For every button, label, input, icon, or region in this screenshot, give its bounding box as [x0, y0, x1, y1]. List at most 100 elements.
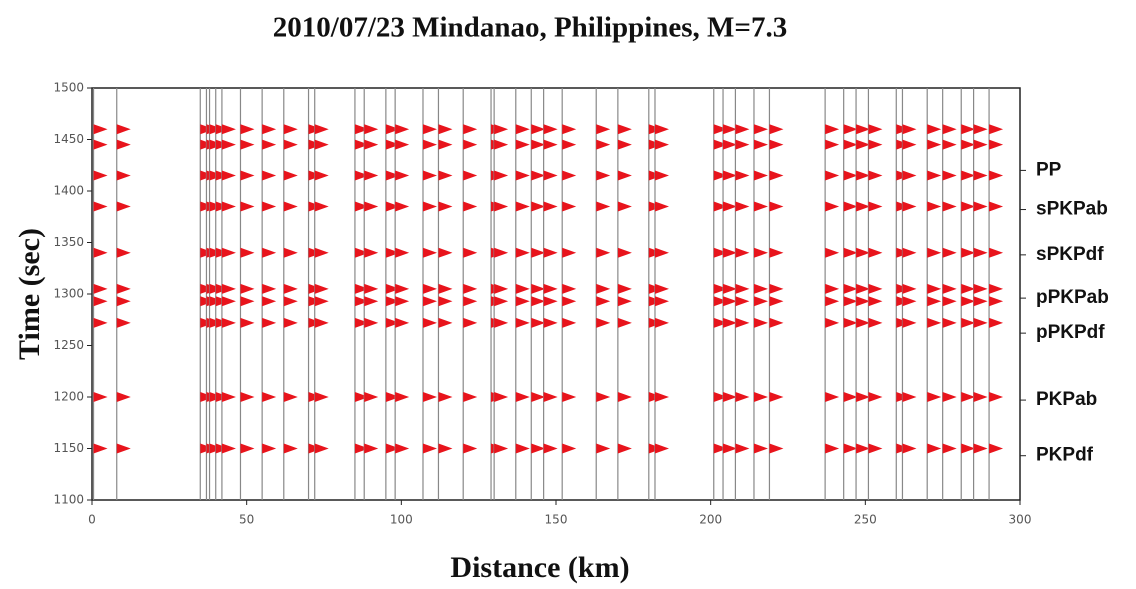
arrival-pulse — [283, 124, 298, 135]
arrival-pulse — [385, 247, 400, 258]
arrival-pulse — [543, 247, 558, 258]
arrival-pulse — [856, 296, 871, 307]
arrival-pulse — [422, 247, 437, 258]
arrival-pulse — [354, 170, 369, 181]
arrival-pulse — [531, 170, 546, 181]
arrival-pulse — [961, 139, 976, 150]
arrival-pulse — [735, 296, 750, 307]
x-tick-label: 200 — [699, 513, 722, 527]
arrival-pulse — [973, 124, 988, 135]
arrival-pulse — [364, 247, 379, 258]
arrival-pulse — [515, 124, 530, 135]
arrival-pulse — [856, 443, 871, 454]
arrival-pulse — [989, 283, 1004, 294]
arrival-pulse — [422, 443, 437, 454]
arrival-pulse — [438, 317, 453, 328]
arrival-pulse — [723, 247, 738, 258]
y-tick-label: 1350 — [53, 235, 84, 249]
arrival-pulse — [942, 170, 957, 181]
arrival-pulse — [989, 170, 1004, 181]
arrival-pulse — [93, 201, 108, 212]
arrival-pulse — [843, 139, 858, 150]
arrival-pulse — [354, 124, 369, 135]
arrival-pulse — [385, 283, 400, 294]
arrival-pulse — [422, 296, 437, 307]
arrival-pulse — [723, 283, 738, 294]
arrival-pulse — [364, 139, 379, 150]
arrival-pulse — [463, 283, 478, 294]
arrival-pulse — [543, 201, 558, 212]
arrival-pulse — [769, 283, 784, 294]
arrival-pulse — [654, 124, 669, 135]
arrival-pulse — [843, 124, 858, 135]
arrival-pulse — [654, 317, 669, 328]
arrival-pulse — [364, 124, 379, 135]
arrival-pulse — [385, 139, 400, 150]
arrival-pulse — [902, 124, 917, 135]
arrival-pulse — [902, 392, 917, 402]
arrival-pulse — [463, 201, 478, 212]
arrival-pulse — [942, 296, 957, 307]
arrival-pulse — [438, 170, 453, 181]
arrival-pulse — [735, 201, 750, 212]
arrival-pulse — [617, 201, 632, 212]
arrival-pulse — [395, 317, 410, 328]
arrival-pulse — [364, 392, 379, 402]
arrival-pulse — [240, 392, 255, 402]
arrival-pulse — [221, 247, 236, 258]
arrival-pulse — [735, 247, 750, 258]
arrival-pulse — [93, 443, 108, 454]
arrival-pulse — [769, 170, 784, 181]
arrival-pulse — [240, 296, 255, 307]
arrival-pulse — [961, 296, 976, 307]
arrival-pulse — [868, 443, 883, 454]
arrival-pulse — [395, 296, 410, 307]
arrival-pulse — [753, 170, 768, 181]
arrival-pulse — [562, 296, 577, 307]
arrival-pulse — [494, 170, 509, 181]
arrival-pulse — [942, 283, 957, 294]
arrival-pulse — [240, 170, 255, 181]
arrival-pulse — [973, 392, 988, 402]
arrival-pulse — [422, 139, 437, 150]
arrival-pulse — [283, 201, 298, 212]
arrival-pulse — [713, 124, 728, 135]
arrival-pulse — [116, 139, 131, 150]
arrival-pulse — [283, 392, 298, 402]
arrival-pulse — [753, 124, 768, 135]
arrival-pulse — [364, 201, 379, 212]
arrival-pulse — [723, 124, 738, 135]
x-tick-label: 300 — [1009, 513, 1032, 527]
arrival-pulse — [902, 201, 917, 212]
arrival-pulse — [463, 443, 478, 454]
arrival-pulse — [422, 201, 437, 212]
arrival-pulse — [116, 443, 131, 454]
arrival-pulse — [385, 443, 400, 454]
arrival-pulse — [93, 296, 108, 307]
arrival-pulse — [654, 283, 669, 294]
arrival-pulse — [596, 296, 611, 307]
arrival-pulse — [364, 283, 379, 294]
arrival-pulse — [385, 317, 400, 328]
arrival-pulse — [961, 247, 976, 258]
arrival-pulse — [735, 283, 750, 294]
arrival-pulse — [531, 296, 546, 307]
arrival-pulse — [654, 443, 669, 454]
arrival-pulse — [927, 296, 942, 307]
arrival-pulse — [221, 170, 236, 181]
arrival-pulse — [116, 283, 131, 294]
arrival-pulse — [735, 124, 750, 135]
arrival-pulse — [515, 296, 530, 307]
arrival-pulse — [262, 139, 277, 150]
arrival-pulse — [723, 170, 738, 181]
arrival-pulse — [596, 317, 611, 328]
arrival-pulse — [961, 283, 976, 294]
arrival-pulse — [562, 124, 577, 135]
arrival-pulse — [654, 201, 669, 212]
arrival-pulse — [942, 139, 957, 150]
arrival-pulse — [989, 443, 1004, 454]
arrival-pulse — [596, 124, 611, 135]
arrival-pulse — [654, 139, 669, 150]
arrival-pulse — [543, 392, 558, 402]
arrival-pulse — [354, 317, 369, 328]
